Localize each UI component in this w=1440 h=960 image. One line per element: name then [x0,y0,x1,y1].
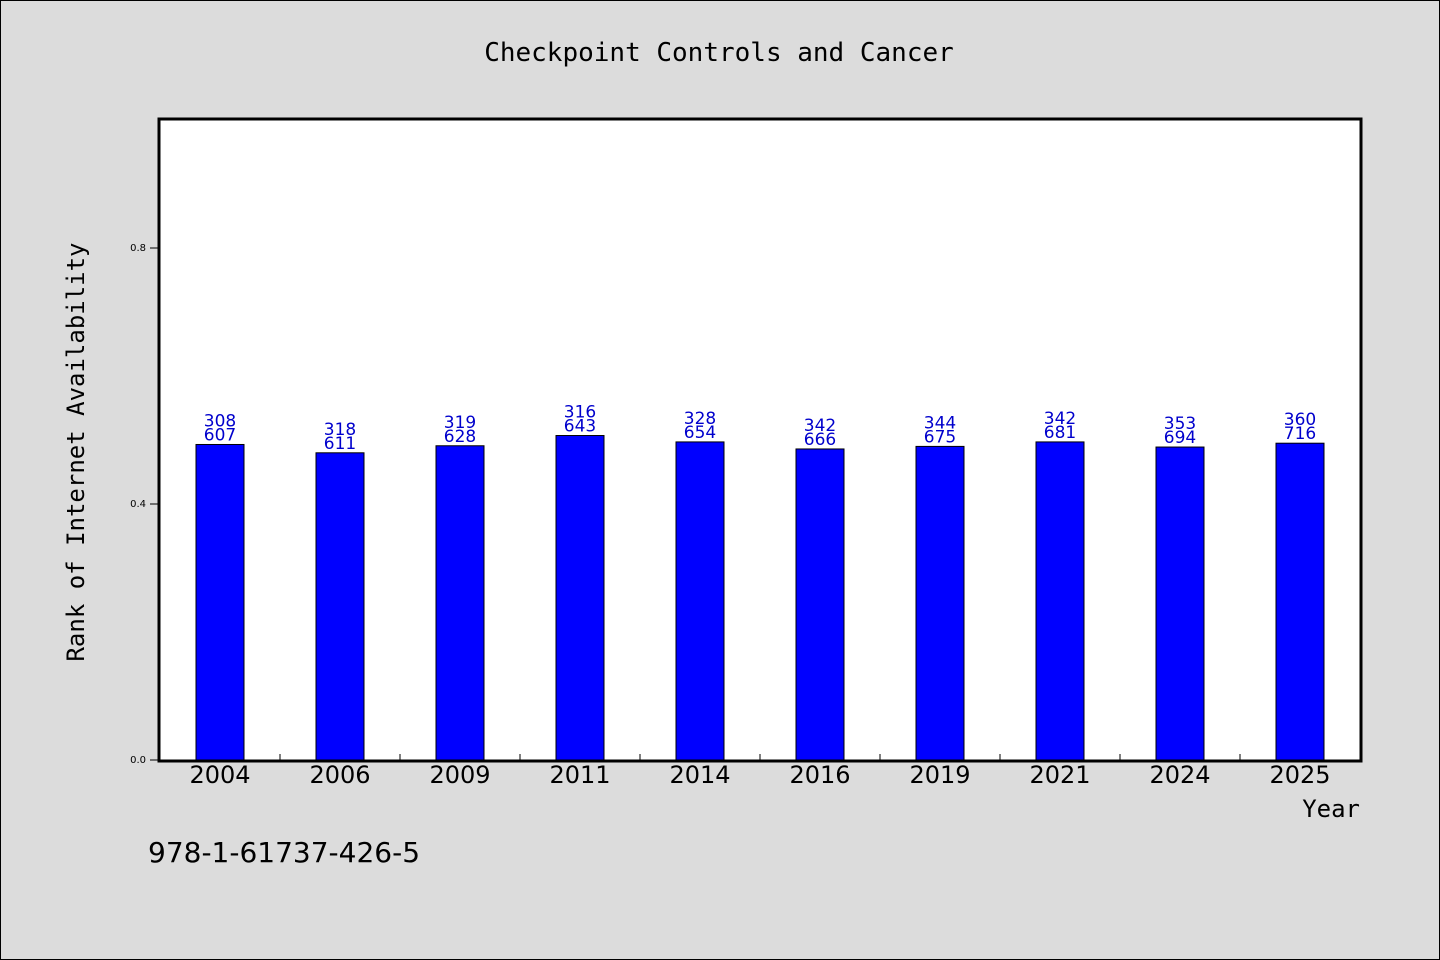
bar-data-label: 308 [204,411,236,431]
y-tick-label: 0.0 [130,755,146,766]
y-tick-label: 0.4 [130,499,146,510]
bar-data-label: 342 [1044,409,1076,429]
x-tick-label: 2011 [549,761,610,789]
bar-data-label: 611 [324,434,356,454]
bar-data-label: 643 [564,417,596,437]
x-tick-label: 2009 [429,761,490,789]
x-tick-label: 2006 [309,761,370,789]
bar-data-label: 681 [1044,423,1076,443]
x-tick-label: 2016 [789,761,850,789]
bar-data-label: 694 [1164,428,1196,448]
bar-2025 [1275,442,1325,761]
y-axis-ticks: 0.0 0.4 0.8 [130,243,160,766]
chart-title: Checkpoint Controls and Cancer [484,38,954,68]
bar-data-label: 316 [564,403,596,423]
bar-data-label: 607 [204,425,236,445]
bar-data-label: 628 [444,427,476,447]
bar-2019 [915,445,965,761]
x-tick-label: 2025 [1269,761,1330,789]
y-axis-label: Rank of Internet Availability [62,242,90,661]
bar-2011 [555,435,605,761]
y-tick-label: 0.8 [130,243,146,254]
bar-data-label: 360 [1284,410,1316,430]
x-axis-ticks: 2004 2006 2009 2011 2014 2016 2019 2021 2024 2025 [189,754,1331,789]
bar-data-label: 342 [804,416,836,436]
x-tick-label: 2021 [1029,761,1090,789]
bar-2024 [1155,446,1205,761]
bar-2021 [1035,441,1085,761]
bar-data-label: 344 [924,413,956,433]
x-tick-label: 2019 [909,761,970,789]
bar-2014 [675,441,725,761]
x-tick-label: 2014 [669,761,730,789]
x-tick-label: 2024 [1149,761,1210,789]
x-tick-label: 2004 [189,761,250,789]
bar-data-label: 318 [324,420,356,440]
bar-data-label: 666 [804,430,836,450]
x-axis-label: Year [1302,795,1360,823]
bar-data-label: 328 [684,409,716,429]
bar-2006 [315,452,365,761]
bar-2004 [195,443,245,761]
isbn-label: 978-1-61737-426-5 [148,836,420,869]
bar-data-label: 716 [1284,424,1316,444]
bar-data-label: 675 [924,427,956,447]
bar-2009 [435,445,485,761]
bar-data-label: 319 [444,413,476,433]
bar-2016 [795,448,845,761]
bar-data-label: 654 [684,423,716,443]
bar-data-label: 353 [1164,414,1196,434]
